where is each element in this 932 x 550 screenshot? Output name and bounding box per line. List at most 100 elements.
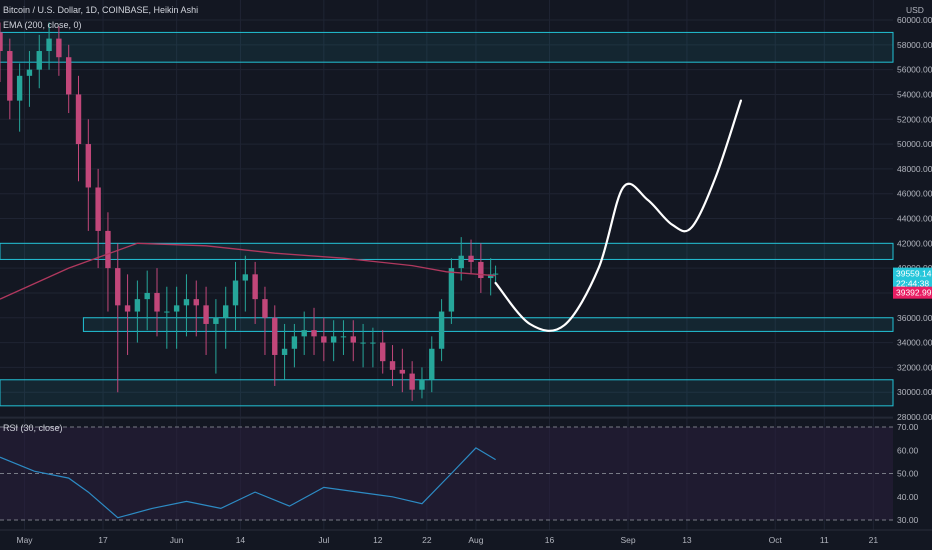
zone-rectangle — [0, 379, 894, 407]
time-tick-label: May — [17, 535, 34, 545]
zone-rectangle — [0, 242, 894, 260]
candle-body — [223, 305, 229, 318]
ema-series — [0, 242, 496, 300]
candle-body — [16, 75, 23, 101]
price-tick-label: 58000.00 — [897, 40, 932, 50]
candle-body — [242, 274, 249, 281]
symbol-legend[interactable]: Bitcoin / U.S. Dollar, 1D, COINBASE, Hei… — [3, 5, 198, 15]
candle-body — [95, 187, 101, 231]
candle-body — [232, 280, 239, 306]
candle-body — [56, 38, 62, 58]
time-tick-label: Aug — [468, 535, 483, 545]
price-tick-label: 48000.00 — [897, 164, 932, 174]
candle-body — [193, 299, 199, 306]
last-price-badge — [893, 267, 932, 290]
candle-body — [468, 255, 474, 262]
candle-body — [429, 348, 435, 380]
price-tick-label: 50000.00 — [897, 139, 932, 149]
candle-body — [26, 69, 33, 76]
rsi-tick-label: 30.00 — [897, 515, 919, 525]
zone-rectangle — [82, 317, 894, 332]
price-tick-label: 44000.00 — [897, 214, 932, 224]
candle-body — [399, 369, 406, 374]
candle-body — [75, 94, 82, 145]
time-tick-label: Sep — [620, 535, 635, 545]
candle-body — [154, 292, 160, 312]
candle-body — [46, 38, 52, 52]
rsi-tick-label: 60.00 — [897, 445, 919, 455]
candle-body — [340, 336, 347, 338]
candle-body — [448, 268, 455, 312]
price-tick-label: 28000.00 — [897, 412, 932, 422]
ema-legend[interactable]: EMA (200, close, 0) — [3, 20, 82, 30]
price-tick-label: 52000.00 — [897, 114, 932, 124]
time-tick-label: Oct — [769, 535, 783, 545]
candle-body — [487, 274, 494, 279]
candle-body — [213, 317, 219, 324]
time-tick-label: Jul — [318, 535, 329, 545]
price-tick-label: 36000.00 — [897, 313, 932, 323]
candle-body — [173, 305, 180, 312]
candle-body — [272, 317, 278, 355]
price-tick-label: 46000.00 — [897, 189, 932, 199]
time-tick-label: Jun — [170, 535, 184, 545]
rsi-tick-label: 70.00 — [897, 422, 919, 432]
candle-body — [115, 268, 121, 306]
candle-body — [389, 361, 396, 370]
price-tick-label: 60000.00 — [897, 15, 932, 25]
price-tick-label: 32000.00 — [897, 362, 932, 372]
currency-label: USD — [906, 5, 924, 15]
candle-body — [321, 336, 327, 343]
candle-body — [478, 261, 484, 279]
candle-body — [105, 230, 111, 269]
candle-body — [301, 330, 307, 337]
candle-body — [360, 342, 366, 344]
time-tick-label: 21 — [869, 535, 879, 545]
candle-body — [458, 255, 464, 269]
rsi-line — [0, 447, 496, 519]
time-tick-label: 22 — [422, 535, 432, 545]
time-tick-label: 12 — [373, 535, 383, 545]
candle-body — [164, 311, 170, 313]
price-tick-label: 56000.00 — [897, 65, 932, 75]
rsi-tick-label: 40.00 — [897, 492, 919, 502]
candle-body — [291, 336, 298, 349]
candle-body — [0, 32, 3, 52]
price-tick-label: 54000.00 — [897, 89, 932, 99]
candles — [0, 22, 499, 401]
rsi-tick-label: 50.00 — [897, 469, 919, 479]
ema-price-badge — [893, 286, 932, 299]
candle-body — [370, 342, 376, 344]
candle-body — [124, 305, 131, 312]
candle-body — [492, 273, 499, 275]
candle-body — [7, 51, 13, 101]
time-tick-label: 13 — [682, 535, 692, 545]
candle-body — [144, 292, 150, 300]
candle-body — [134, 299, 141, 312]
zones — [0, 31, 894, 407]
candle-body — [438, 311, 445, 349]
candle-body — [183, 299, 190, 306]
price-tick-label: 42000.00 — [897, 238, 932, 248]
candle-body — [252, 274, 258, 300]
candle-body — [262, 299, 268, 318]
ema-line — [0, 242, 496, 300]
projection-curve — [494, 99, 742, 332]
candle-body — [65, 57, 72, 95]
candle-body — [281, 348, 288, 355]
time-tick-label: 11 — [820, 535, 829, 545]
rsi-legend[interactable]: RSI (30, close) — [3, 423, 63, 433]
candle-body — [419, 379, 425, 390]
price-axis[interactable]: 60000.00 58000.00 56000.00 54000.00 52000.00… — [897, 15, 932, 525]
price-tick-label: 34000.00 — [897, 338, 932, 348]
time-axis[interactable]: May 17 Jun 14 Jul 12 22 Aug 16 Sep 13 Oct 11 21 — [0, 529, 932, 545]
time-tick-label: 17 — [98, 535, 108, 545]
candle-body — [311, 330, 317, 337]
candle-body — [203, 305, 209, 324]
last-price-text: 39559.14 — [896, 269, 932, 279]
zone-rectangle — [0, 31, 894, 63]
candle-body — [330, 336, 337, 343]
